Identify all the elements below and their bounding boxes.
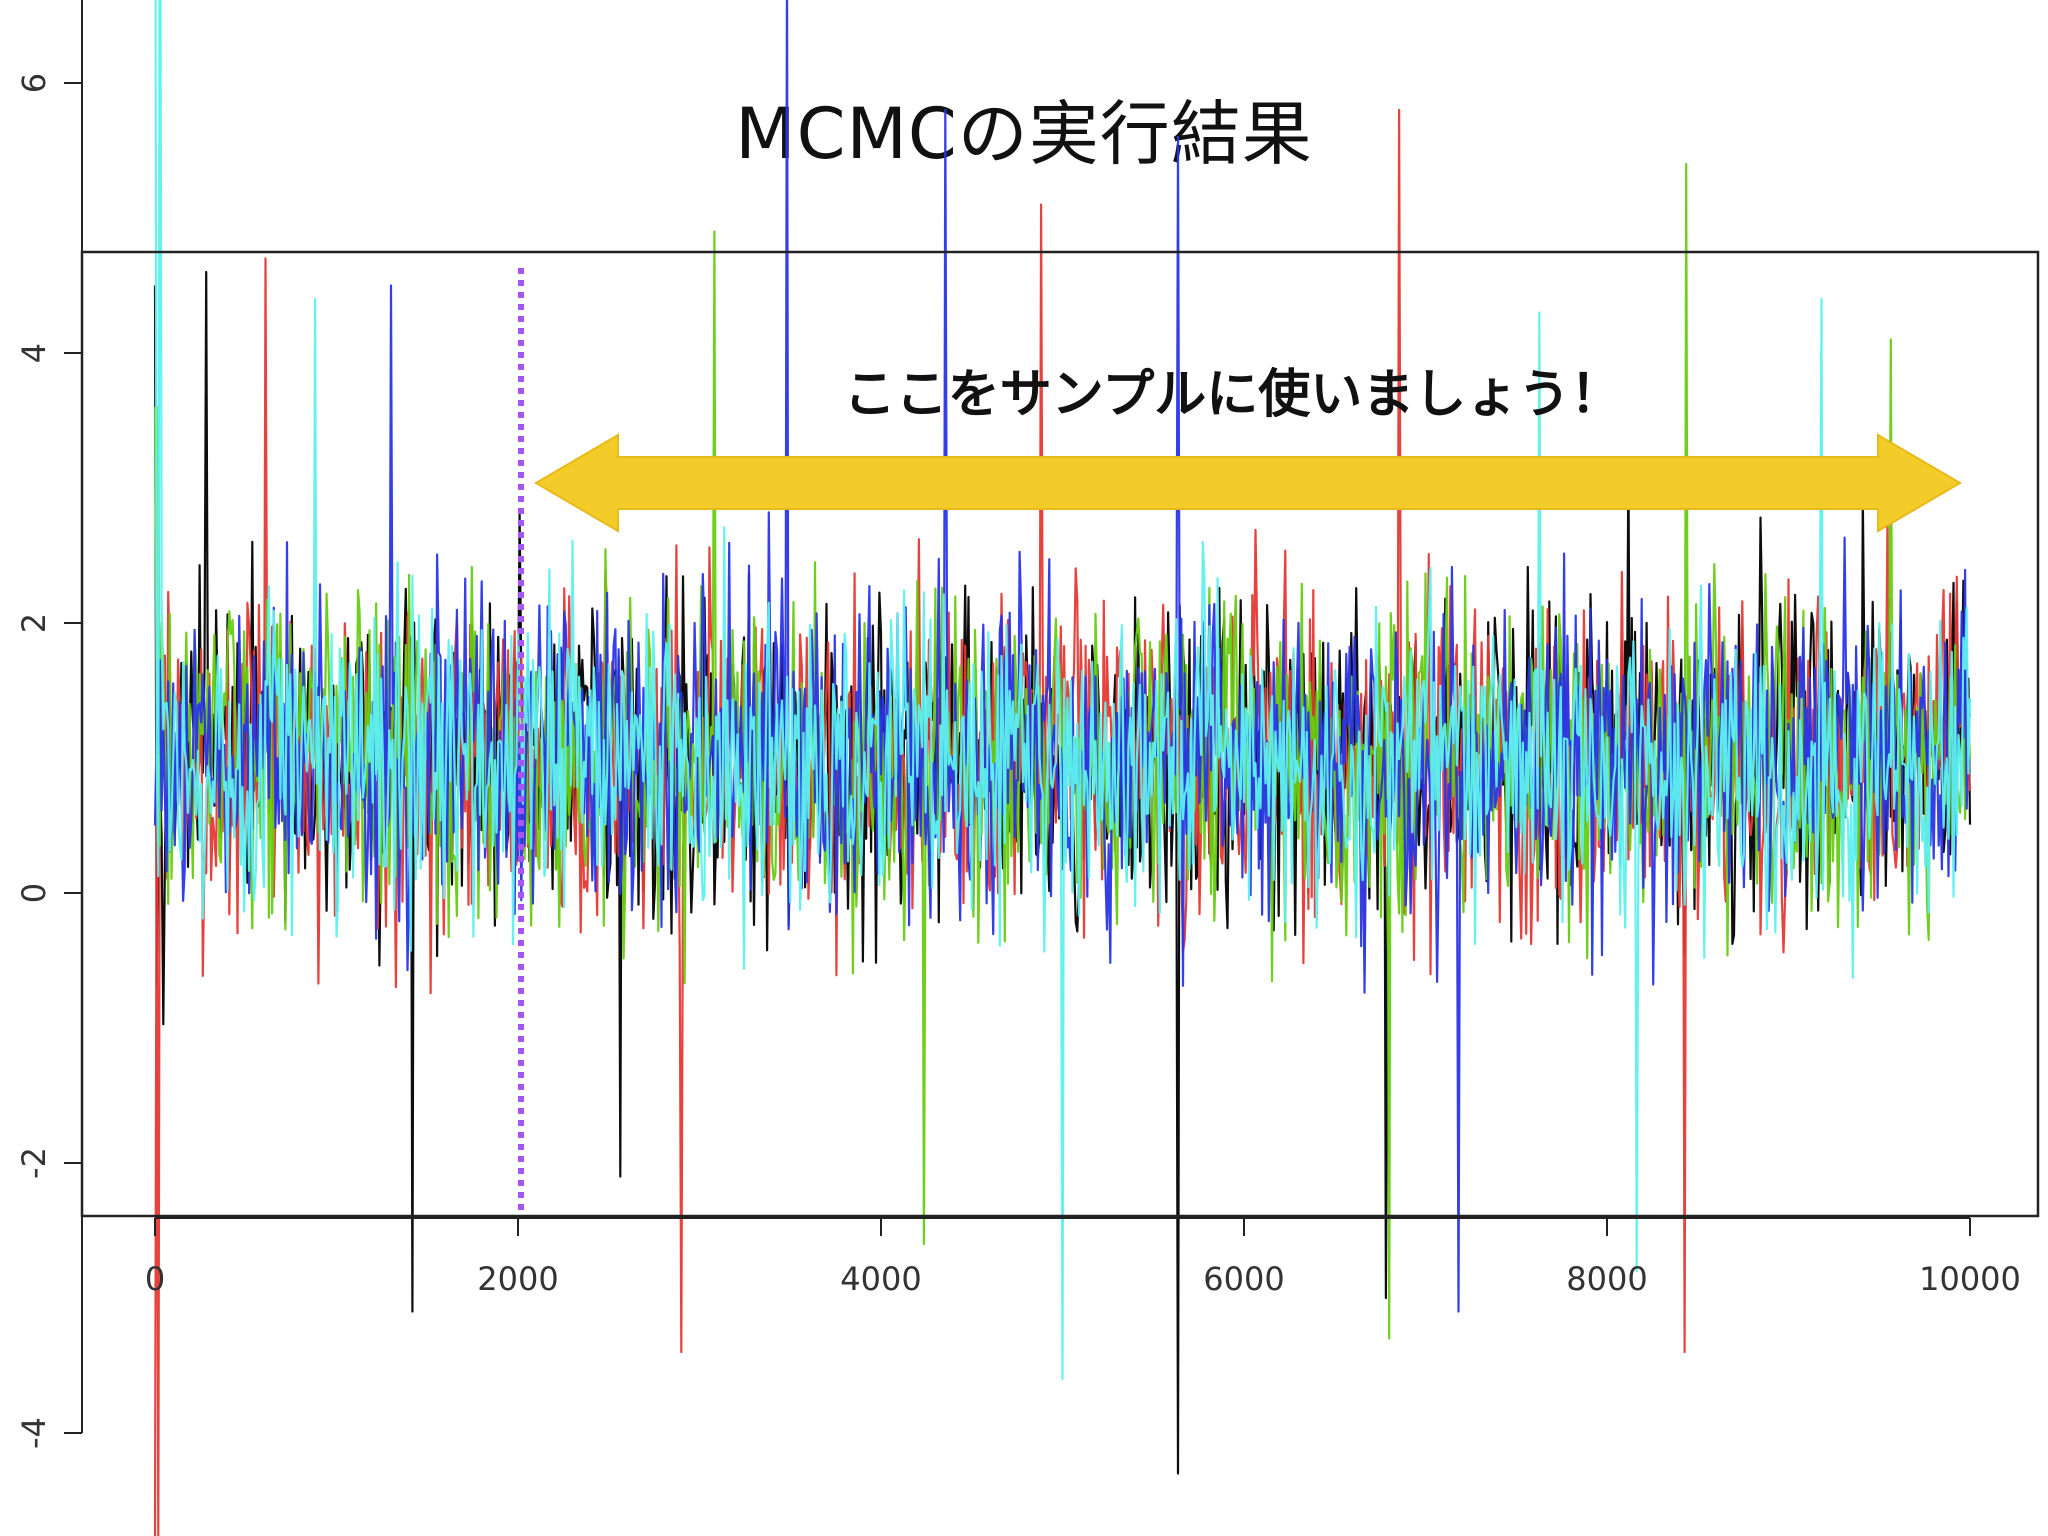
trace-lines: [153, 0, 1972, 1536]
y-tick-label: 6: [15, 73, 53, 93]
y-axis: -4-202468: [15, 0, 83, 1449]
slide-title: MCMCの実行結果: [735, 93, 1313, 175]
x-tick-label: 4000: [840, 1260, 921, 1298]
y-tick-label: 4: [15, 343, 53, 363]
x-tick-label: 6000: [1203, 1260, 1284, 1298]
trace-series-4: [153, 0, 1972, 1313]
x-tick-label: 10000: [1919, 1260, 2021, 1298]
y-tick-label: 2: [15, 613, 53, 633]
x-tick-label: 8000: [1566, 1260, 1647, 1298]
x-tick-label: 0: [145, 1260, 165, 1298]
sample-range-annotation: ここをサンプルに使いましょう！: [844, 365, 1622, 425]
x-axis: 0 2000 4000 6000 8000 10000: [145, 1217, 2021, 1298]
x-tick-label: 2000: [477, 1260, 558, 1298]
y-tick-label: -4: [15, 1417, 53, 1449]
sample-range-arrow: [534, 433, 1962, 533]
y-tick-label: -2: [15, 1147, 53, 1179]
y-tick-label: 0: [15, 883, 53, 903]
trace-series-5: [154, 0, 1972, 1381]
overlay-layer: ここをサンプルに使いましょう！: [518, 268, 1962, 1212]
